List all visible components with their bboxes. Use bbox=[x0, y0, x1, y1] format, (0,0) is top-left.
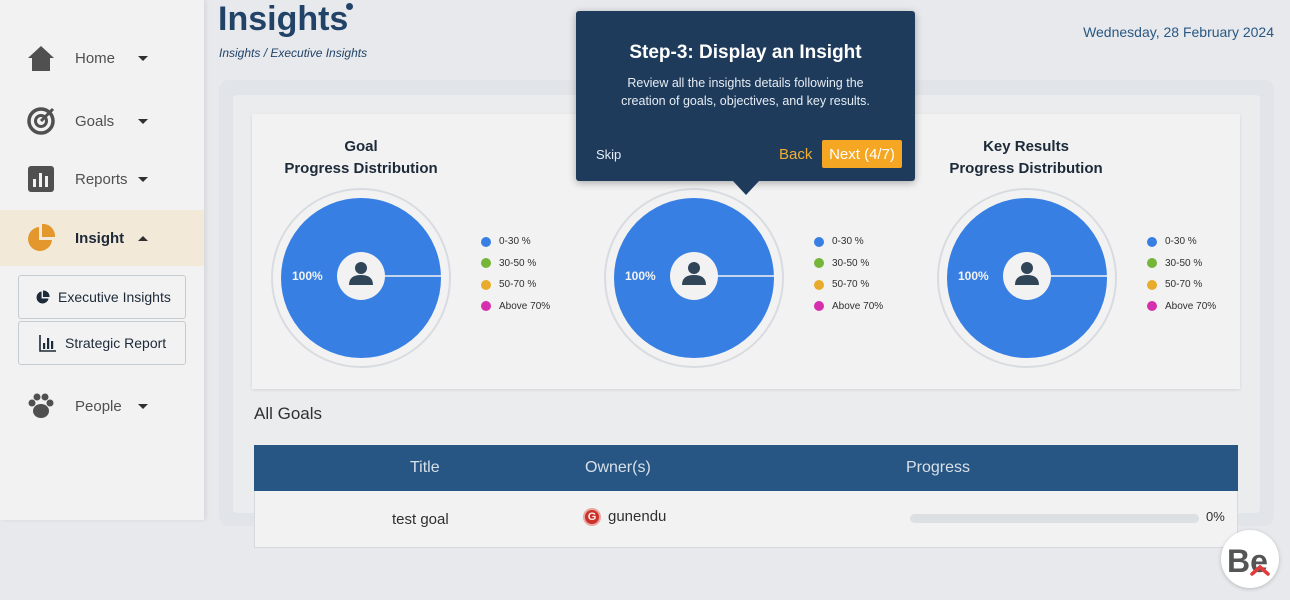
legend-label: 30-50 % bbox=[499, 257, 537, 269]
sidebar-item-label: Goals bbox=[75, 112, 115, 130]
pie-chart-icon bbox=[35, 289, 50, 305]
sidebar-subitem-executive-insights[interactable]: Executive Insights bbox=[18, 275, 186, 319]
legend-label: 30-50 % bbox=[1165, 257, 1203, 269]
user-icon bbox=[1021, 262, 1033, 274]
legend-item: 50-70 % bbox=[1147, 274, 1216, 296]
pie-center-label: 100% bbox=[625, 269, 656, 283]
pie-chart-icon bbox=[26, 223, 56, 253]
sidebar-subitem-strategic-report[interactable]: Strategic Report bbox=[18, 321, 186, 365]
progress-bar bbox=[910, 514, 1199, 523]
tour-description: Review all the insights details followin… bbox=[621, 76, 870, 108]
sidebar: Home Goals Reports Insight Executive Ins… bbox=[0, 0, 204, 520]
sidebar-item-reports[interactable]: Reports bbox=[0, 151, 204, 207]
bar-chart-icon bbox=[39, 334, 57, 352]
chevron-down-icon bbox=[138, 55, 148, 61]
chart-title: Goal Progress Distribution bbox=[246, 136, 476, 180]
pie-center-label: 100% bbox=[292, 269, 323, 283]
sidebar-subitem-label: Executive Insights bbox=[58, 289, 171, 305]
chart-title: Key Results Progress Distribution bbox=[911, 136, 1141, 180]
next-button[interactable]: Next (4/7) bbox=[822, 140, 902, 168]
home-icon bbox=[26, 43, 56, 73]
legend-item: 30-50 % bbox=[1147, 253, 1216, 275]
sidebar-item-label: Home bbox=[75, 49, 116, 67]
legend-label: Above 70% bbox=[499, 300, 551, 312]
sidebar-item-insight[interactable]: Insight bbox=[0, 210, 204, 266]
column-header-progress[interactable]: Progress bbox=[906, 459, 971, 476]
sidebar-item-label: Insight bbox=[75, 229, 125, 247]
legend-label: 0-30 % bbox=[832, 236, 864, 248]
logo-text: Be bbox=[1227, 543, 1268, 579]
column-header-title[interactable]: Title bbox=[410, 459, 440, 476]
chart-title-line1: Goal bbox=[344, 138, 378, 155]
table-header: Title Owner(s) Progress bbox=[254, 445, 1238, 491]
all-goals-heading: All Goals bbox=[254, 404, 323, 423]
legend-item: Above 70% bbox=[481, 296, 550, 318]
sidebar-item-home[interactable]: Home bbox=[0, 30, 204, 86]
chevron-down-icon bbox=[138, 176, 148, 182]
back-button[interactable]: Back bbox=[779, 146, 813, 163]
key-results-progress-pie-chart[interactable]: 100% bbox=[936, 187, 1118, 369]
chevron-down-icon bbox=[138, 403, 148, 409]
user-icon bbox=[355, 262, 367, 274]
sidebar-item-label: Reports bbox=[75, 170, 128, 188]
current-date: Wednesday, 28 February 2024 bbox=[1083, 24, 1274, 40]
legend-label: 50-70 % bbox=[499, 279, 537, 291]
legend-item: 0-30 % bbox=[1147, 231, 1216, 253]
legend-label: Above 70% bbox=[1165, 300, 1217, 312]
chevron-down-icon bbox=[138, 118, 148, 124]
target-icon bbox=[26, 106, 56, 136]
chart-title-line1: Key Results bbox=[983, 138, 1069, 155]
chart-title-line2: Progress Distribution bbox=[284, 160, 438, 177]
legend-item: 30-50 % bbox=[481, 253, 550, 275]
chevron-up-icon bbox=[138, 235, 148, 241]
legend-label: Above 70% bbox=[832, 300, 884, 312]
page-title: Insights bbox=[218, 0, 349, 38]
tour-tooltip: Step-3: Display an Insight Review all th… bbox=[576, 11, 915, 181]
table-row[interactable]: test goal G gunendu 0% bbox=[254, 491, 1238, 548]
breadcrumb: Insights / Executive Insights bbox=[219, 46, 368, 60]
legend-label: 50-70 % bbox=[1165, 279, 1203, 291]
goal-progress-pie-chart[interactable]: 100% bbox=[270, 187, 452, 369]
legend-item: 50-70 % bbox=[814, 274, 883, 296]
chart-legend: 0-30 % 30-50 % 50-70 % Above 70% bbox=[1147, 231, 1216, 317]
paw-icon bbox=[26, 391, 56, 421]
owner-name: gunendu bbox=[608, 508, 667, 525]
chart-title-line2: Progress Distribution bbox=[949, 160, 1103, 177]
legend-item: Above 70% bbox=[814, 296, 883, 318]
objective-progress-pie-chart[interactable]: 100% bbox=[603, 187, 785, 369]
legend-label: 0-30 % bbox=[1165, 236, 1197, 248]
sidebar-item-goals[interactable]: Goals bbox=[0, 93, 204, 149]
tour-tooltip-arrow bbox=[733, 181, 759, 195]
brand-logo[interactable]: Be bbox=[1221, 530, 1279, 588]
user-icon bbox=[688, 262, 700, 274]
goal-title-cell[interactable]: test goal bbox=[392, 511, 449, 528]
insights-chart-card: Goal Progress Distribution 100% 0-30 % 3… bbox=[252, 114, 1240, 389]
column-header-owners[interactable]: Owner(s) bbox=[585, 459, 651, 476]
legend-label: 50-70 % bbox=[832, 279, 870, 291]
sidebar-subitem-label: Strategic Report bbox=[65, 335, 167, 351]
legend-item: 0-30 % bbox=[481, 231, 550, 253]
bar-chart-icon bbox=[26, 164, 56, 194]
avatar: G bbox=[583, 508, 601, 526]
progress-value: 0% bbox=[1206, 509, 1225, 524]
sidebar-item-label: People bbox=[75, 397, 122, 415]
legend-label: 0-30 % bbox=[499, 236, 531, 248]
legend-label: 30-50 % bbox=[832, 257, 870, 269]
legend-item: 0-30 % bbox=[814, 231, 883, 253]
legend-item: Above 70% bbox=[1147, 296, 1216, 318]
title-dot bbox=[346, 3, 353, 10]
chart-legend: 0-30 % 30-50 % 50-70 % Above 70% bbox=[481, 231, 550, 317]
legend-item: 50-70 % bbox=[481, 274, 550, 296]
skip-button[interactable]: Skip bbox=[596, 147, 622, 162]
legend-item: 30-50 % bbox=[814, 253, 883, 275]
tour-title: Step-3: Display an Insight bbox=[629, 42, 862, 63]
sidebar-item-people[interactable]: People bbox=[0, 378, 204, 434]
pie-center-label: 100% bbox=[958, 269, 989, 283]
chart-legend: 0-30 % 30-50 % 50-70 % Above 70% bbox=[814, 231, 883, 317]
